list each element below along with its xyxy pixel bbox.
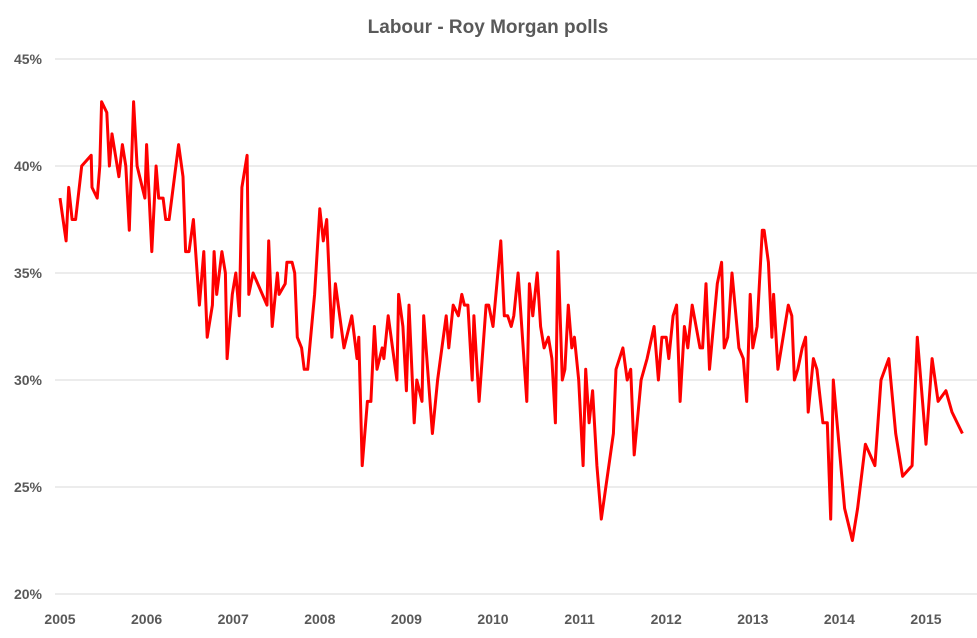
x-tick-label: 2014 bbox=[824, 611, 855, 627]
x-tick-label: 2013 bbox=[737, 611, 768, 627]
x-tick-label: 2007 bbox=[218, 611, 249, 627]
x-tick-label: 2005 bbox=[44, 611, 75, 627]
y-tick-label: 40% bbox=[14, 158, 43, 174]
x-axis: 2005 2006 2007 2008 2009 2010 2011 2012 2013 2014… bbox=[44, 611, 941, 627]
y-tick-label: 30% bbox=[14, 372, 43, 388]
y-tick-label: 25% bbox=[14, 479, 43, 495]
x-tick-label: 2015 bbox=[910, 611, 941, 627]
x-tick-label: 2006 bbox=[131, 611, 162, 627]
x-tick-label: 2012 bbox=[651, 611, 682, 627]
y-tick-label: 45% bbox=[14, 51, 43, 67]
chart-title: Labour - Roy Morgan polls bbox=[368, 17, 609, 38]
x-tick-label: 2009 bbox=[391, 611, 422, 627]
gridlines bbox=[55, 58, 977, 595]
x-tick-label: 2010 bbox=[477, 611, 508, 627]
series-line-labour bbox=[58, 100, 964, 542]
y-axis: 20% 25% 30% 35% 40% 45% bbox=[14, 51, 43, 602]
x-tick-label: 2008 bbox=[304, 611, 335, 627]
x-tick-label: 2011 bbox=[564, 611, 595, 627]
series-group bbox=[58, 100, 964, 542]
y-tick-label: 35% bbox=[14, 265, 43, 281]
y-tick-label: 20% bbox=[14, 586, 43, 602]
